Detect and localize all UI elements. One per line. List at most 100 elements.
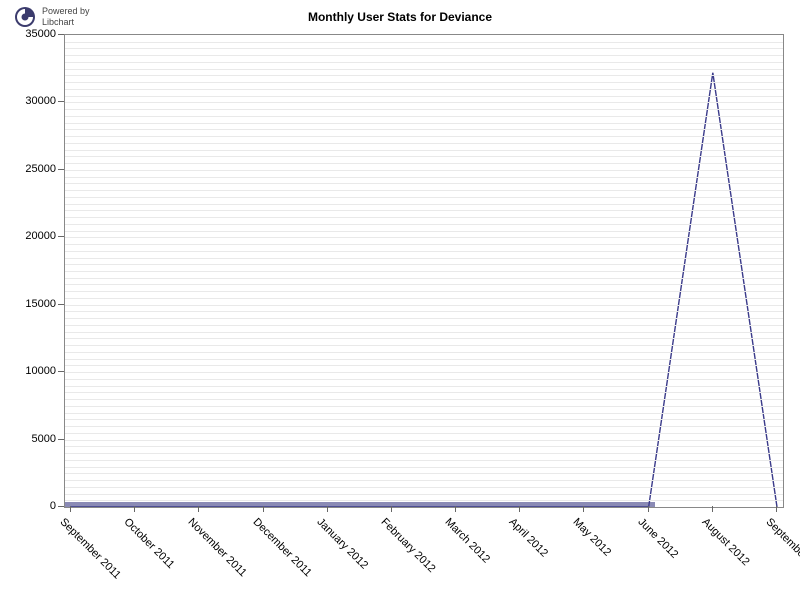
gridline <box>65 69 783 70</box>
x-tick-label: October 2011 <box>122 516 177 571</box>
gridline <box>65 217 783 218</box>
gridline <box>65 177 783 178</box>
gridline <box>65 406 783 407</box>
gridline <box>65 278 783 279</box>
gridline <box>65 460 783 461</box>
gridline <box>65 433 783 434</box>
x-tick-mark <box>519 506 520 512</box>
gridline <box>65 345 783 346</box>
x-tick-mark <box>776 506 777 512</box>
gridline <box>65 467 783 468</box>
x-tick-label: January 2012 <box>314 516 370 572</box>
gridline <box>65 284 783 285</box>
gridline <box>65 264 783 265</box>
x-tick-label: June 2012 <box>635 516 680 561</box>
gridline <box>65 129 783 130</box>
x-tick-label: March 2012 <box>443 516 493 566</box>
y-tick-label: 5000 <box>8 433 56 445</box>
gridline <box>65 413 783 414</box>
gridline <box>65 48 783 49</box>
chart-container: { "branding": { "line1": "Powered by", "… <box>0 0 800 600</box>
y-tick-mark <box>58 304 64 305</box>
gridline <box>65 291 783 292</box>
gridline <box>65 325 783 326</box>
x-tick-mark <box>263 506 264 512</box>
y-tick-label: 0 <box>8 500 56 512</box>
x-tick-label: September 2012 <box>764 516 800 582</box>
x-tick-label: August 2012 <box>699 516 751 568</box>
y-tick-mark <box>58 439 64 440</box>
x-tick-mark <box>583 506 584 512</box>
gridline <box>65 75 783 76</box>
gridline <box>65 487 783 488</box>
y-tick-mark <box>58 236 64 237</box>
gridline <box>65 190 783 191</box>
gridline <box>65 150 783 151</box>
x-tick-mark <box>455 506 456 512</box>
y-tick-label: 10000 <box>8 365 56 377</box>
x-tick-mark <box>391 506 392 512</box>
x-tick-label: May 2012 <box>571 516 614 559</box>
gridline <box>65 42 783 43</box>
gridline <box>65 116 783 117</box>
gridline <box>65 399 783 400</box>
gridline <box>65 318 783 319</box>
chart-title: Monthly User Stats for Deviance <box>0 10 800 24</box>
gridline <box>65 426 783 427</box>
y-tick-label: 35000 <box>8 28 56 40</box>
gridline <box>65 251 783 252</box>
y-tick-mark <box>58 101 64 102</box>
gridline <box>65 231 783 232</box>
gridline <box>65 197 783 198</box>
y-tick-mark <box>58 371 64 372</box>
x-tick-mark <box>327 506 328 512</box>
gridline <box>65 183 783 184</box>
x-tick-label: December 2011 <box>250 516 313 579</box>
gridline <box>65 89 783 90</box>
gridline <box>65 386 783 387</box>
gridline <box>65 62 783 63</box>
x-tick-mark <box>198 506 199 512</box>
gridline <box>65 372 783 373</box>
gridline <box>65 258 783 259</box>
gridline <box>65 446 783 447</box>
gridline <box>65 102 783 103</box>
x-tick-mark <box>70 506 71 512</box>
gridline <box>65 123 783 124</box>
x-tick-mark <box>712 506 713 512</box>
gridline <box>65 359 783 360</box>
gridline <box>65 96 783 97</box>
gridline <box>65 298 783 299</box>
gridline <box>65 55 783 56</box>
gridline <box>65 480 783 481</box>
y-tick-mark <box>58 169 64 170</box>
y-tick-label: 15000 <box>8 298 56 310</box>
gridline <box>65 82 783 83</box>
gridline <box>65 311 783 312</box>
gridline <box>65 237 783 238</box>
x-tick-label: February 2012 <box>378 516 437 575</box>
gridline <box>65 379 783 380</box>
gridline <box>65 419 783 420</box>
gridline <box>65 473 783 474</box>
series-path <box>71 73 777 507</box>
x-tick-label: November 2011 <box>186 516 249 579</box>
x-tick-mark <box>648 506 649 512</box>
gridline <box>65 332 783 333</box>
gridline <box>65 143 783 144</box>
gridline <box>65 271 783 272</box>
gridline <box>65 244 783 245</box>
gridline <box>65 136 783 137</box>
gridline <box>65 392 783 393</box>
y-tick-mark <box>58 506 64 507</box>
gridline <box>65 170 783 171</box>
gridline <box>65 156 783 157</box>
gridline <box>65 494 783 495</box>
gridline <box>65 440 783 441</box>
gridline <box>65 163 783 164</box>
x-tick-label: September 2011 <box>58 516 123 581</box>
gridline <box>65 352 783 353</box>
y-tick-label: 30000 <box>8 95 56 107</box>
y-tick-label: 25000 <box>8 163 56 175</box>
gridline <box>65 109 783 110</box>
